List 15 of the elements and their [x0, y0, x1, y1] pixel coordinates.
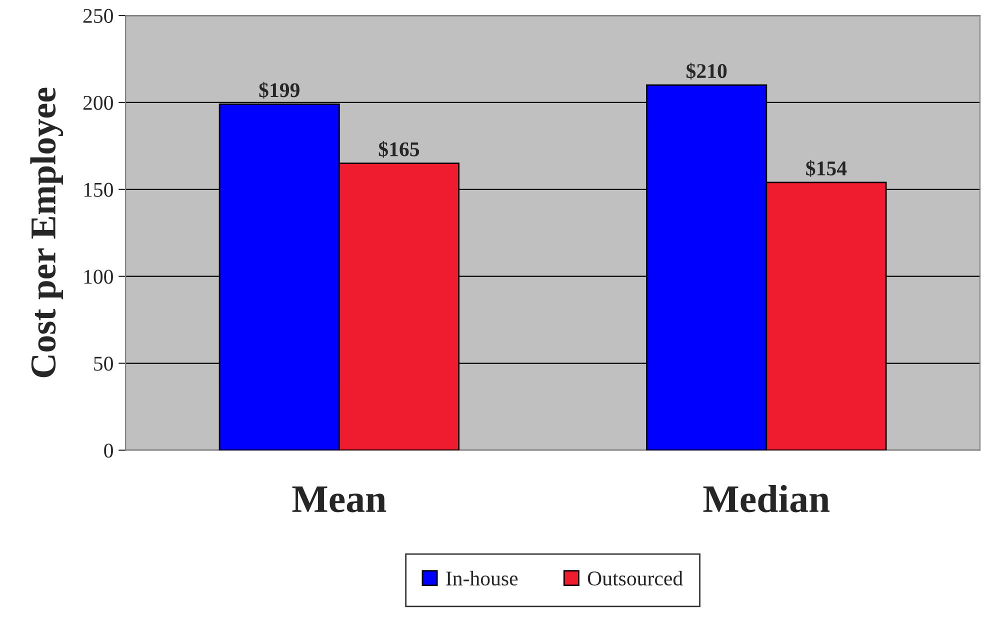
y-tick-label: 0: [104, 444, 113, 458]
data-label: $154: [806, 160, 847, 177]
y-tick-label: 150: [84, 182, 113, 197]
legend-label: Outsourced: [588, 570, 683, 586]
data-label: $199: [259, 82, 300, 99]
y-axis-title: Cost per Employee: [30, 88, 64, 378]
y-tick-label: 200: [83, 96, 113, 110]
legend-label: In-house: [446, 570, 518, 586]
y-tick-label: 250: [83, 8, 113, 23]
data-label: $210: [686, 62, 727, 80]
data-label: $165: [378, 141, 420, 158]
y-tick-label: 50: [94, 356, 113, 371]
x-tick-label: Mean: [292, 486, 386, 512]
x-tick-label: Median: [703, 484, 830, 512]
y-tick-label: 100: [84, 270, 113, 284]
